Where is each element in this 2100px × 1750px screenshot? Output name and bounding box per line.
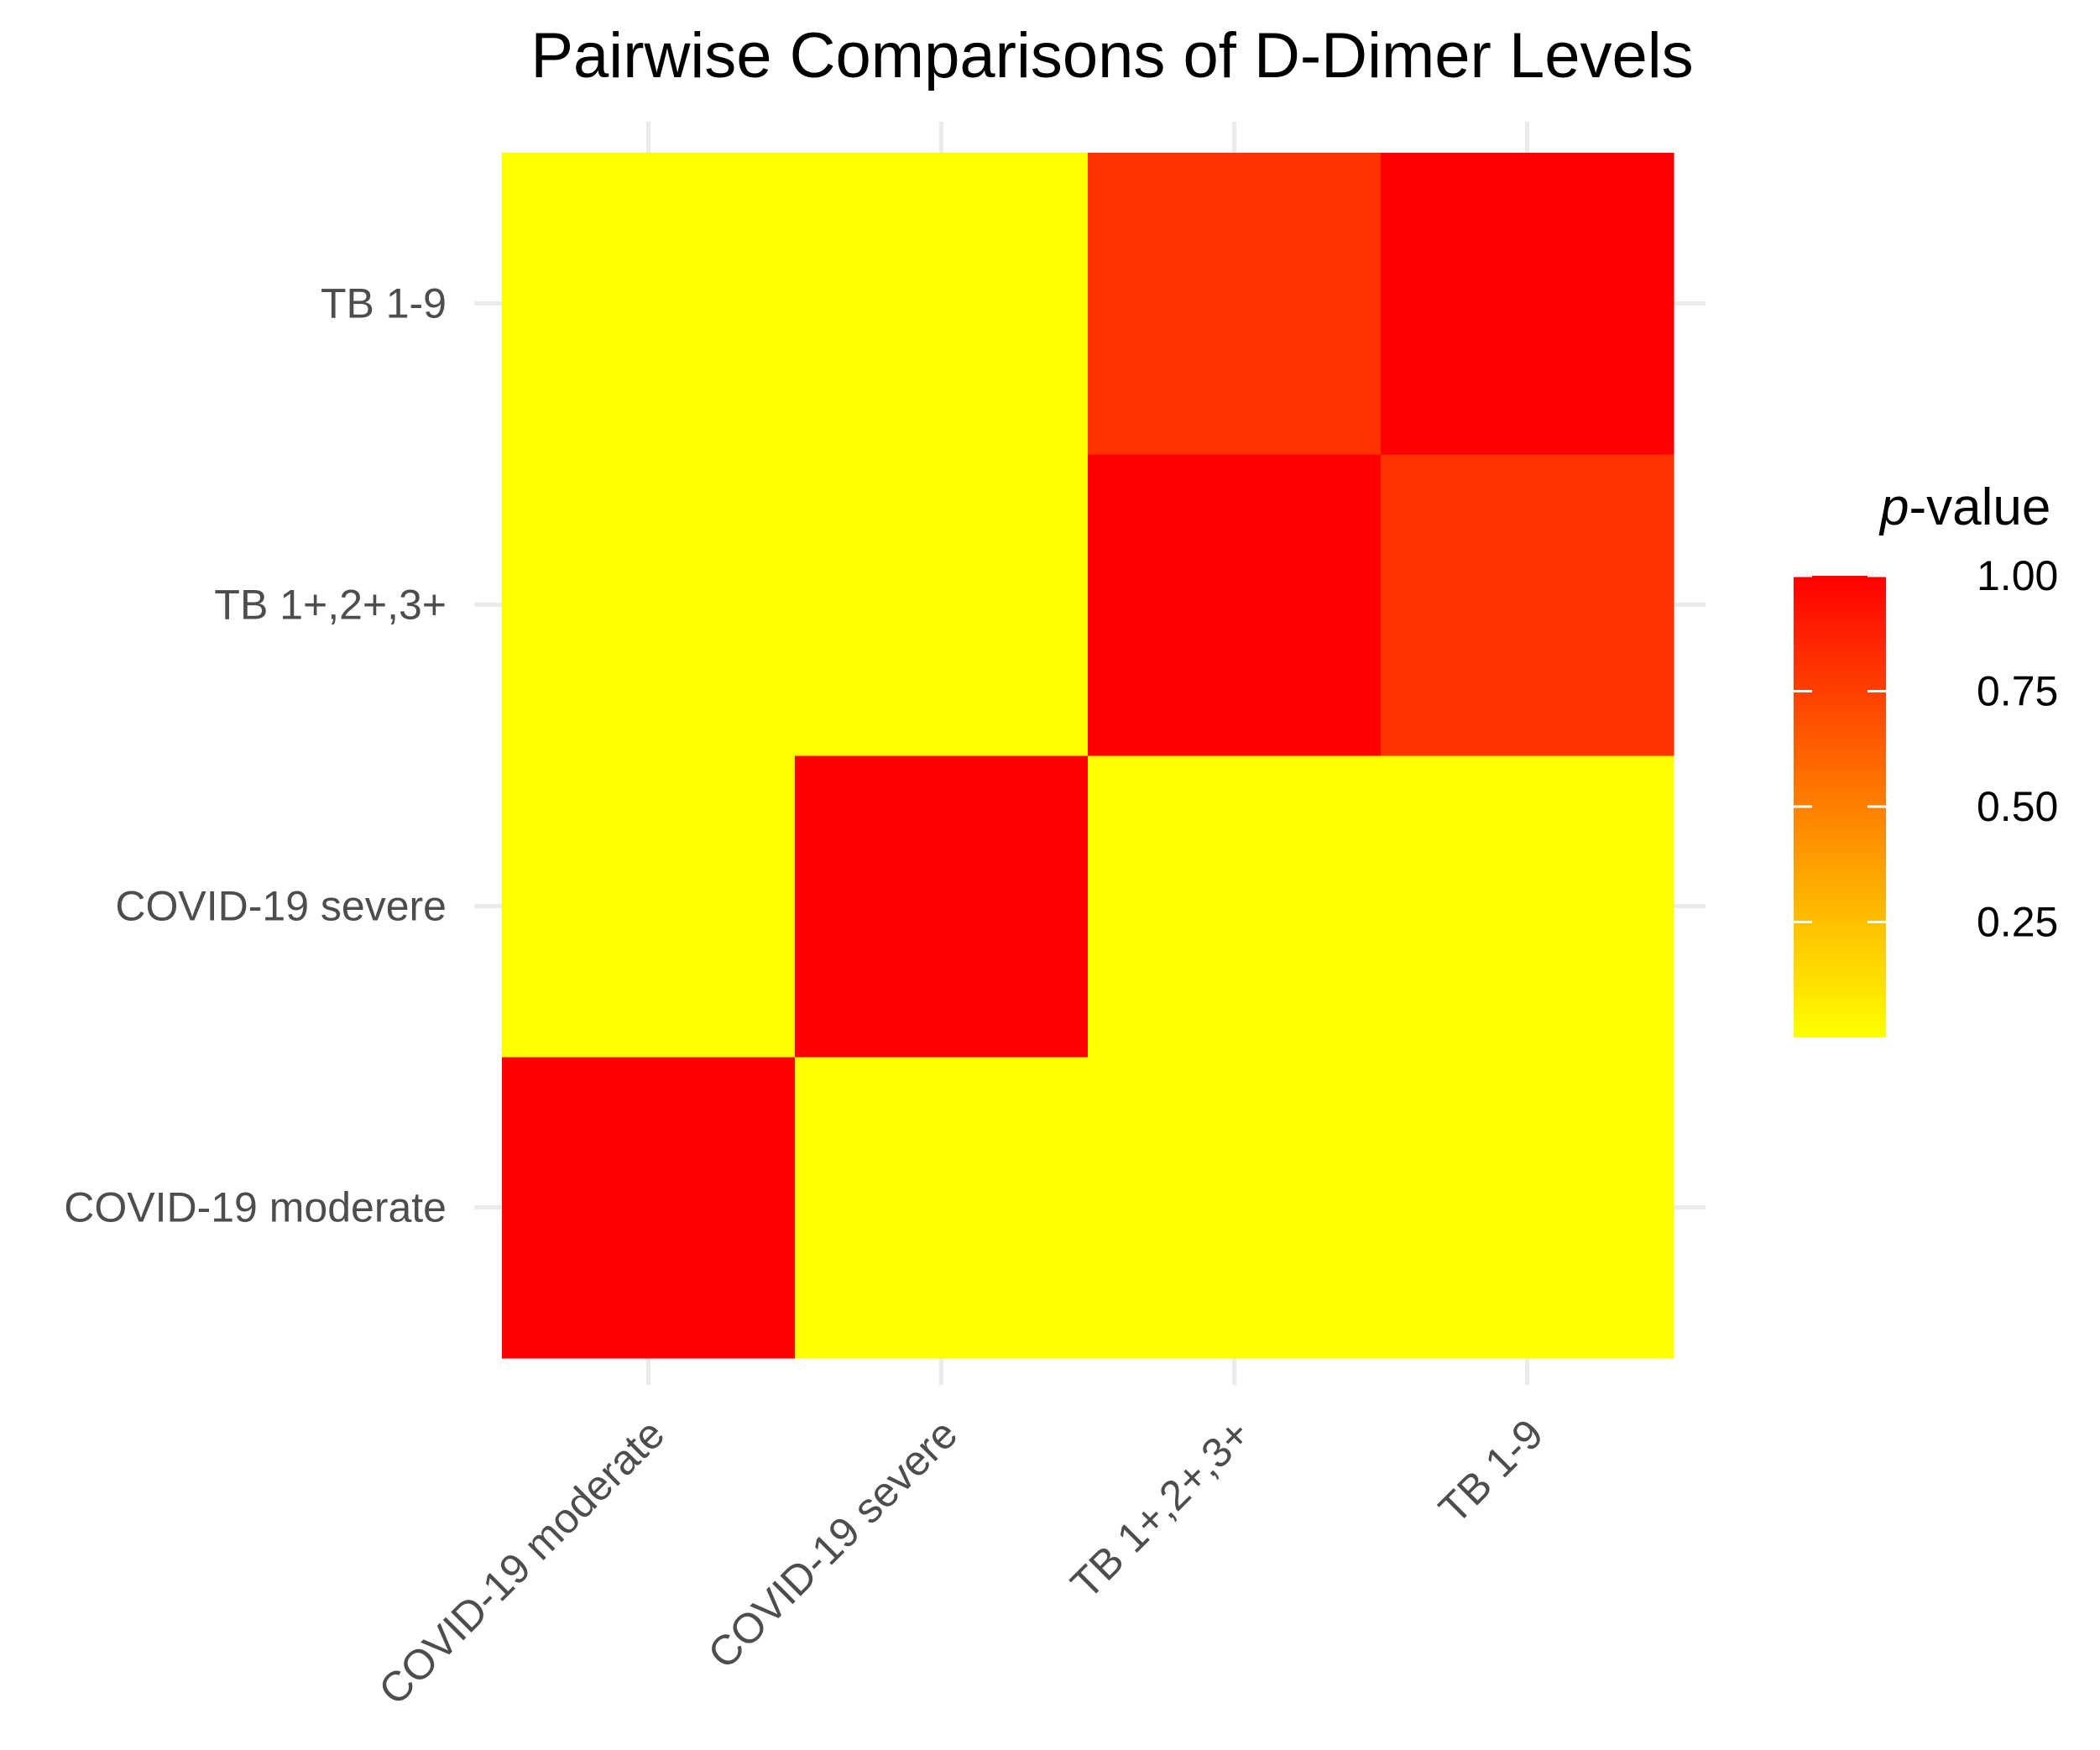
heatmap-cell — [502, 153, 796, 455]
heatmap-cell — [1088, 454, 1382, 756]
y-tick-label: COVID-19 moderate — [64, 1184, 447, 1231]
heatmap-cell — [795, 755, 1089, 1058]
y-tick-label: TB 1-9 — [321, 280, 447, 327]
heatmap-cell — [502, 755, 796, 1058]
legend-title-rest: -value — [1909, 478, 2050, 536]
heatmap-cell — [502, 454, 796, 756]
heatmap-cell — [502, 1057, 796, 1359]
heatmap-cell — [1381, 755, 1674, 1058]
heatmap-cell — [1088, 755, 1382, 1058]
legend-tick-label: 0.25 — [1977, 899, 2058, 946]
heatmap-cell — [1381, 1057, 1674, 1359]
heatmap-cells — [502, 153, 1674, 1359]
x-axis-tick-labels: COVID-19 moderate COVID-19 severe TB 1+,2+… — [369, 1410, 1552, 1714]
y-tick-label: COVID-19 severe — [115, 883, 447, 930]
heatmap-cell — [795, 454, 1089, 756]
heatmap-cell — [795, 153, 1089, 455]
color-legend: p-value 0.25 0.50 0.75 1.00 — [1794, 478, 2058, 1037]
heatmap-cell — [1088, 153, 1382, 455]
y-axis-tick-labels: COVID-19 moderate COVID-19 severe TB 1+,2+… — [64, 280, 447, 1231]
legend-tick-label: 0.75 — [1977, 668, 2058, 715]
heatmap-cell — [795, 1057, 1089, 1359]
heatmap-cell — [1381, 153, 1674, 455]
x-tick-label: COVID-19 moderate — [369, 1410, 673, 1714]
x-tick-label: TB 1+,2+,3+ — [1062, 1410, 1259, 1607]
heatmap-cell — [1088, 1057, 1382, 1359]
legend-title: p-value — [1878, 478, 2050, 536]
chart-title: Pairwise Comparisons of D-Dimer Levels — [530, 20, 1693, 91]
x-tick-label: COVID-19 severe — [699, 1410, 967, 1678]
legend-title-italic: p — [1878, 478, 1909, 536]
legend-tick-label: 0.50 — [1977, 783, 2058, 830]
heatmap-cell — [1381, 454, 1674, 756]
y-tick-label: TB 1+,2+,3+ — [214, 582, 447, 629]
legend-tick-label: 1.00 — [1977, 552, 2058, 599]
legend-ticks: 0.25 0.50 0.75 1.00 — [1794, 552, 2058, 946]
x-tick-label: TB 1-9 — [1430, 1410, 1553, 1533]
